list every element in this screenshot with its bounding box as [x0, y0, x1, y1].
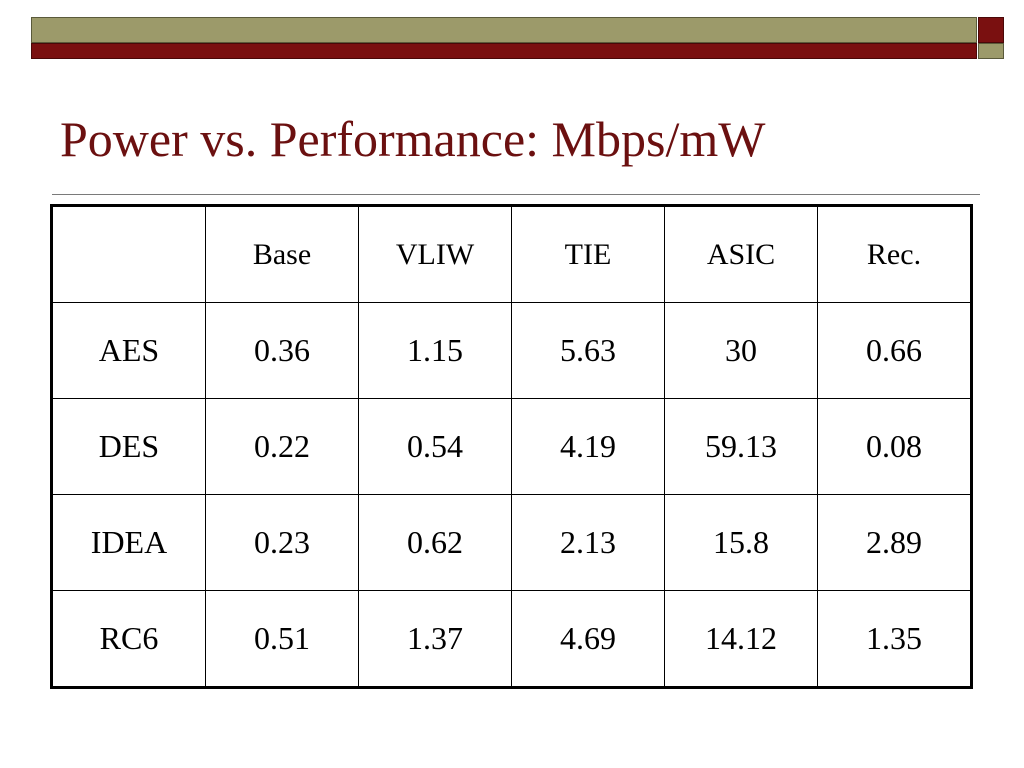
table-cell: 0.36: [205, 302, 359, 399]
row-label-cell: RC6: [51, 590, 206, 688]
table-cell: 59.13: [664, 398, 818, 495]
header-cell-vliw: VLIW: [358, 205, 512, 303]
table-cell: 1.15: [358, 302, 512, 399]
table-cell: 0.54: [358, 398, 512, 495]
table-cell: 0.23: [205, 494, 359, 591]
table-cell: 30: [664, 302, 818, 399]
table-cell: 2.13: [511, 494, 665, 591]
row-label-cell: AES: [51, 302, 206, 399]
table-cell: 0.22: [205, 398, 359, 495]
table-cell: 15.8: [664, 494, 818, 591]
table-cell: 1.35: [817, 590, 972, 688]
header-cell-corner: [51, 205, 206, 303]
table-cell: 0.51: [205, 590, 359, 688]
row-label-cell: DES: [51, 398, 206, 495]
data-table-container: Base VLIW TIE ASIC Rec. AES 0.36 1.15 5.…: [50, 204, 973, 689]
header-cell-base: Base: [205, 205, 359, 303]
slide-title: Power vs. Performance: Mbps/mW: [60, 111, 766, 167]
corner-square-olive: [978, 43, 1004, 59]
data-table: Base VLIW TIE ASIC Rec. AES 0.36 1.15 5.…: [50, 204, 973, 689]
row-label-cell: IDEA: [51, 494, 206, 591]
table-row-des: DES 0.22 0.54 4.19 59.13 0.08: [51, 398, 972, 495]
table-cell: 2.89: [817, 494, 972, 591]
top-band-olive: [31, 17, 977, 43]
table-cell: 14.12: [664, 590, 818, 688]
table-cell: 4.69: [511, 590, 665, 688]
table-cell: 1.37: [358, 590, 512, 688]
table-header-row: Base VLIW TIE ASIC Rec.: [51, 205, 972, 303]
table-row-rc6: RC6 0.51 1.37 4.69 14.12 1.35: [51, 590, 972, 688]
table-row-idea: IDEA 0.23 0.62 2.13 15.8 2.89: [51, 494, 972, 591]
header-cell-asic: ASIC: [664, 205, 818, 303]
table-cell: 5.63: [511, 302, 665, 399]
table-cell: 0.62: [358, 494, 512, 591]
corner-square-maroon: [978, 17, 1004, 43]
table-cell: 0.08: [817, 398, 972, 495]
table-row-aes: AES 0.36 1.15 5.63 30 0.66: [51, 302, 972, 399]
title-divider: [52, 194, 980, 195]
table-cell: 4.19: [511, 398, 665, 495]
header-cell-rec: Rec.: [817, 205, 972, 303]
table-cell: 0.66: [817, 302, 972, 399]
top-band-maroon: [31, 43, 977, 59]
header-cell-tie: TIE: [511, 205, 665, 303]
